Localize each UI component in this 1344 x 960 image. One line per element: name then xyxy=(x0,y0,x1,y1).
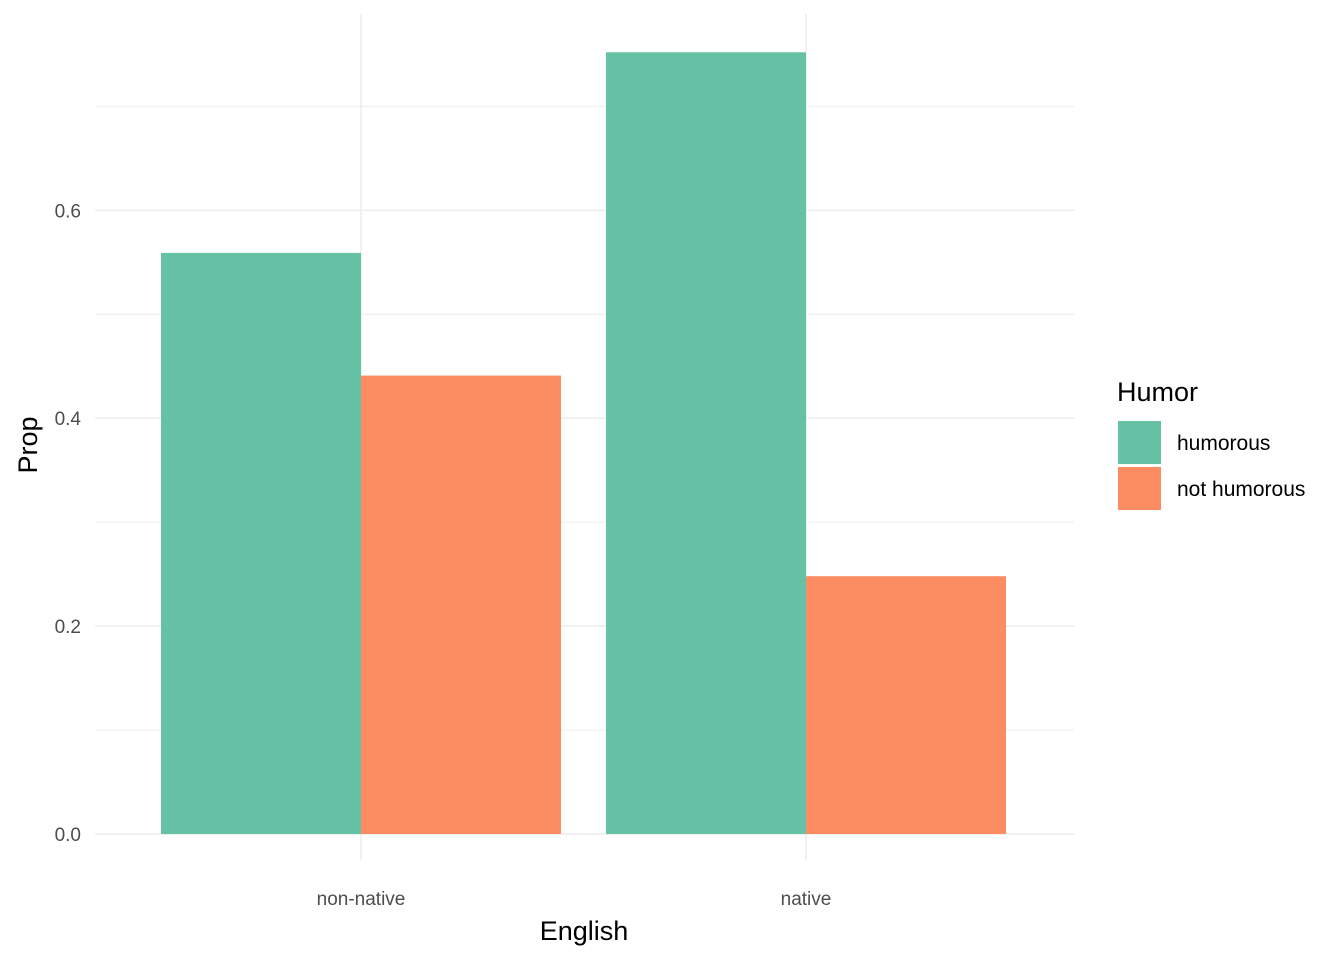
bar-humorous-non-native xyxy=(161,252,361,834)
y-tick-label: 0.6 xyxy=(55,201,81,222)
y-axis-ticks: 0.0 0.2 0.4 0.6 xyxy=(55,201,82,846)
legend-label: humorous xyxy=(1177,432,1270,455)
y-tick-label: 0.0 xyxy=(55,825,81,846)
x-tick-label: non-native xyxy=(317,889,406,910)
legend: Humor humorous not humorous xyxy=(1117,377,1305,510)
y-tick-label: 0.4 xyxy=(55,409,82,430)
bars xyxy=(161,52,1006,834)
legend-swatch xyxy=(1118,421,1161,464)
legend-label: not humorous xyxy=(1177,478,1305,501)
bar-humorous-native xyxy=(606,52,806,834)
legend-swatch xyxy=(1118,467,1161,510)
bar-not-humorous-non-native xyxy=(361,375,561,834)
x-axis-title: English xyxy=(540,916,629,946)
x-axis-ticks: non-native native xyxy=(317,889,832,910)
bar-not-humorous-native xyxy=(806,576,1006,834)
x-tick-label: native xyxy=(781,889,832,910)
y-axis-title: Prop xyxy=(13,416,43,473)
legend-title: Humor xyxy=(1117,377,1198,407)
y-tick-label: 0.2 xyxy=(55,617,81,638)
